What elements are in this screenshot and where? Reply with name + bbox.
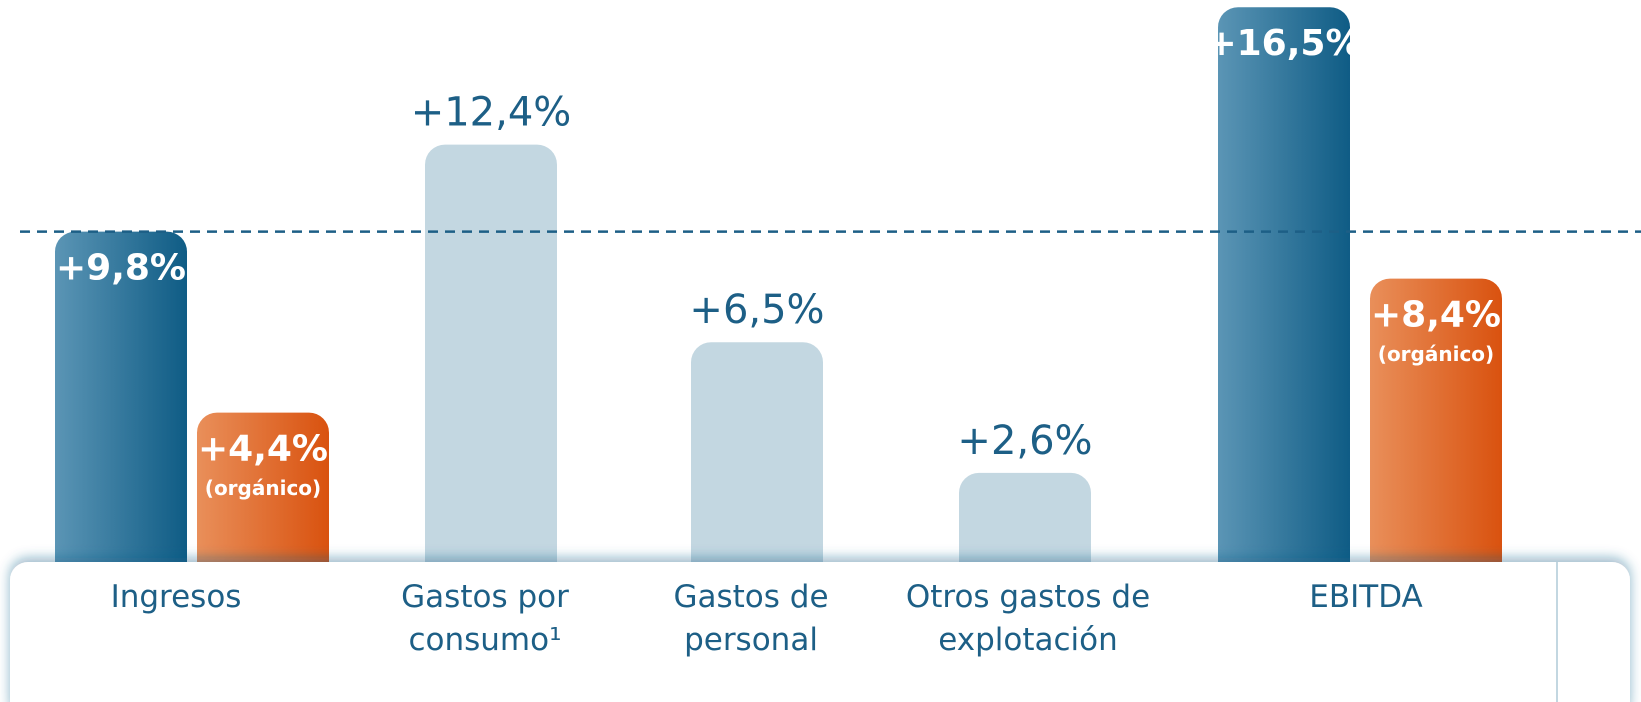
series-note: (orgánico) (1378, 342, 1494, 366)
bar (959, 472, 1091, 590)
series-note: (orgánico) (205, 476, 321, 500)
value-label: +4,4% (198, 429, 328, 470)
category-label: Ingresos (110, 579, 242, 615)
bar (55, 231, 187, 590)
category-label: Gastos por consumo¹ (401, 579, 569, 658)
value-label: +9,8% (56, 248, 186, 289)
bars: +9,8% +12,4% +6,5% +2,6% +16,5% +4,4% (orgánic… (20, 7, 1641, 591)
bar (425, 144, 557, 591)
category-label: Gastos de personal (673, 579, 829, 658)
bar (197, 412, 329, 590)
bar (691, 342, 823, 590)
value-label: +6,5% (689, 287, 824, 333)
value-label: +16,5% (1206, 23, 1361, 64)
value-label: +12,4% (411, 90, 572, 136)
bar (1370, 278, 1502, 590)
category-label: EBITDA (1309, 579, 1423, 615)
category-label: Otros gastos de explotación (905, 579, 1151, 658)
panel-edge (1556, 562, 1558, 702)
bar (1218, 7, 1350, 590)
value-label: +2,6% (957, 418, 1092, 464)
value-label: +8,4% (1371, 295, 1501, 336)
label-panel (10, 562, 1630, 702)
